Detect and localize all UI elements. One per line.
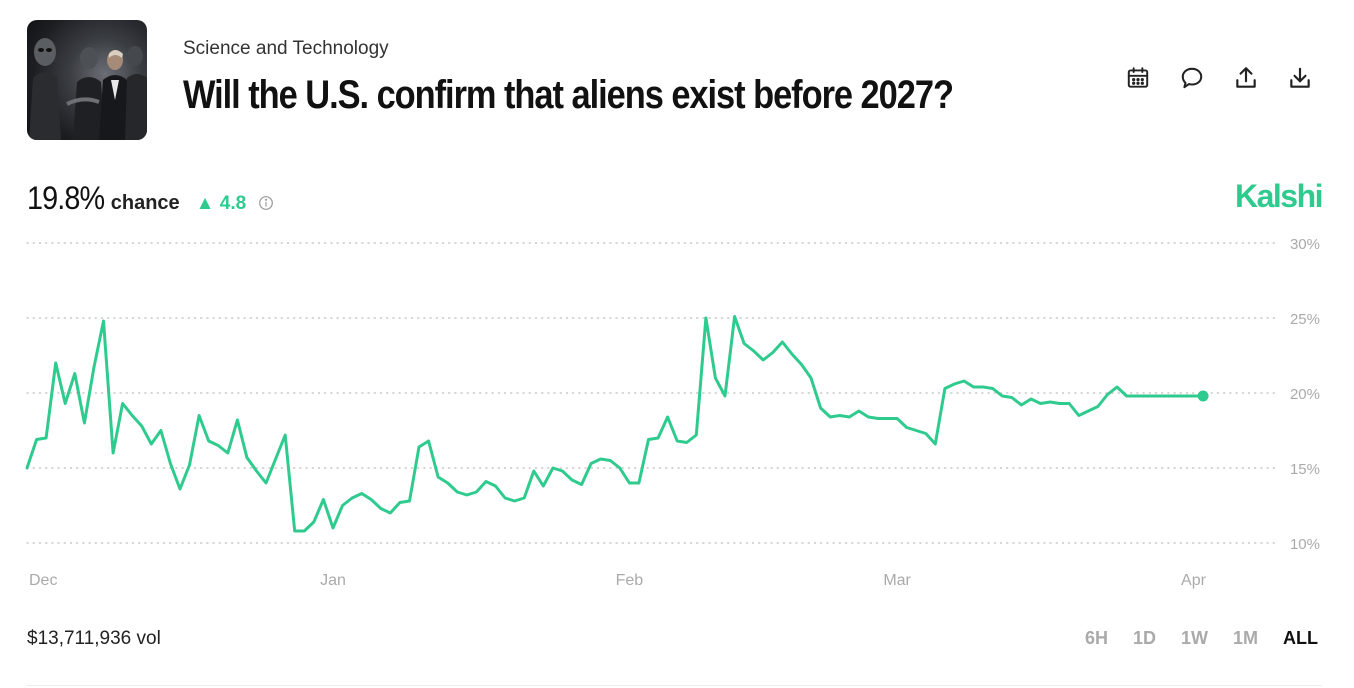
probability-chart: 30% 25% 20% 15% 10% Dec Jan Feb Mar Apr: [25, 236, 1320, 589]
range-all[interactable]: ALL: [1283, 628, 1318, 648]
y-axis: 30% 25% 20% 15% 10%: [1290, 236, 1320, 553]
y-tick-label: 10%: [1290, 536, 1320, 553]
calendar-icon[interactable]: [1124, 64, 1152, 92]
x-tick-label: Apr: [1181, 572, 1207, 589]
x-tick-label: Feb: [616, 572, 644, 589]
y-tick-label: 15%: [1290, 461, 1320, 478]
chance-delta: ▲ 4.8: [195, 193, 247, 214]
x-tick-label: Jan: [320, 572, 346, 589]
info-icon[interactable]: [258, 195, 274, 216]
chance-summary: 19.8% chance ▲ 4.8: [27, 180, 274, 217]
range-1d[interactable]: 1D: [1132, 628, 1156, 648]
comment-icon[interactable]: [1178, 64, 1206, 92]
chart-grid: [26, 242, 1276, 544]
volume-readout: $13,711,936 vol: [27, 628, 161, 649]
market-category[interactable]: Science and Technology: [183, 38, 389, 59]
chance-label: chance: [110, 192, 180, 214]
y-tick-label: 25%: [1290, 311, 1320, 328]
y-tick-label: 30%: [1290, 236, 1320, 253]
divider: [27, 685, 1322, 686]
x-tick-label: Dec: [29, 572, 57, 589]
market-thumbnail: [27, 20, 147, 140]
current-value-marker: [1197, 390, 1209, 402]
probability-series-line: [25, 315, 1205, 533]
range-1w[interactable]: 1W: [1180, 628, 1208, 648]
share-icon[interactable]: [1232, 64, 1260, 92]
brand-logo: Kalshi: [1234, 178, 1324, 214]
x-axis: Dec Jan Feb Mar Apr: [29, 572, 1207, 589]
range-1m[interactable]: 1M: [1232, 628, 1258, 648]
chance-value: 19.8%: [27, 180, 105, 216]
range-selector: 6H 1D 1W 1M ALL: [1085, 628, 1318, 649]
market-title: Will the U.S. confirm that aliens exist …: [183, 73, 954, 117]
market-toolbar: [1124, 64, 1314, 92]
download-icon[interactable]: [1286, 64, 1314, 92]
y-tick-label: 20%: [1290, 386, 1320, 403]
x-tick-label: Mar: [883, 572, 911, 589]
range-6h[interactable]: 6H: [1084, 628, 1108, 648]
